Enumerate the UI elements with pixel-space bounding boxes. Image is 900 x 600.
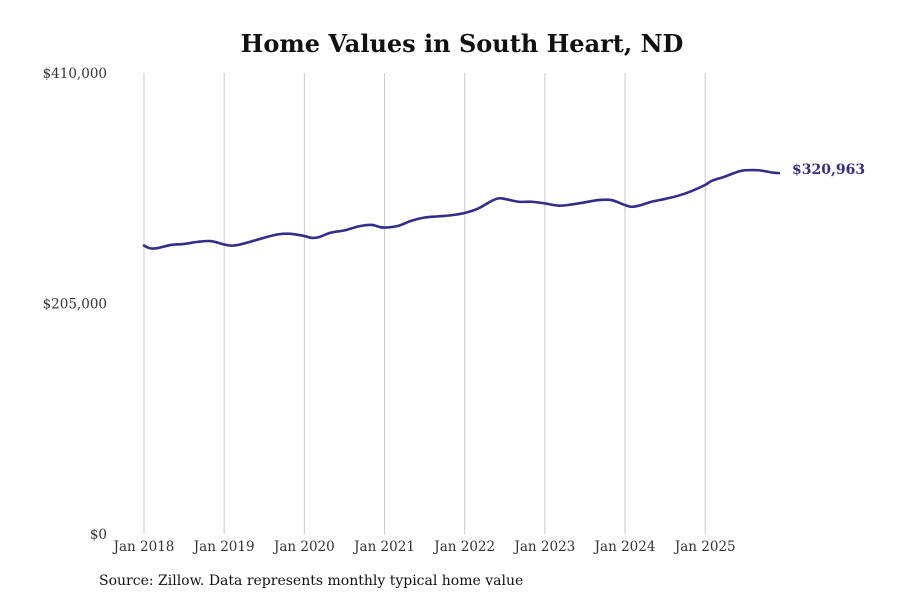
x-tick-label: Jan 2025	[673, 539, 736, 555]
source-note: Source: Zillow. Data represents monthly …	[99, 573, 524, 589]
y-axis-ticks: $0 $205,000 $410,000	[43, 66, 107, 543]
chart-title: Home Values in South Heart, ND	[241, 29, 684, 58]
x-tick-label: Jan 2024	[593, 539, 656, 555]
x-tick-label: Jan 2018	[112, 539, 175, 555]
x-tick-label: Jan 2022	[432, 539, 495, 555]
x-axis-ticks: Jan 2018 Jan 2019 Jan 2020 Jan 2021 Jan 2022…	[112, 539, 736, 555]
y-tick-label: $0	[90, 527, 107, 543]
end-value-label: $320,963	[792, 162, 865, 178]
series-layer: $320,963	[142, 162, 865, 250]
y-tick-label: $410,000	[43, 66, 107, 82]
x-tick-label: Jan 2021	[352, 539, 415, 555]
y-tick-label: $205,000	[43, 297, 107, 313]
x-tick-label: Jan 2019	[192, 539, 255, 555]
x-tick-label: Jan 2023	[512, 539, 575, 555]
gridlines	[143, 73, 706, 534]
series-line-0	[142, 168, 781, 250]
x-tick-label: Jan 2020	[272, 539, 335, 555]
